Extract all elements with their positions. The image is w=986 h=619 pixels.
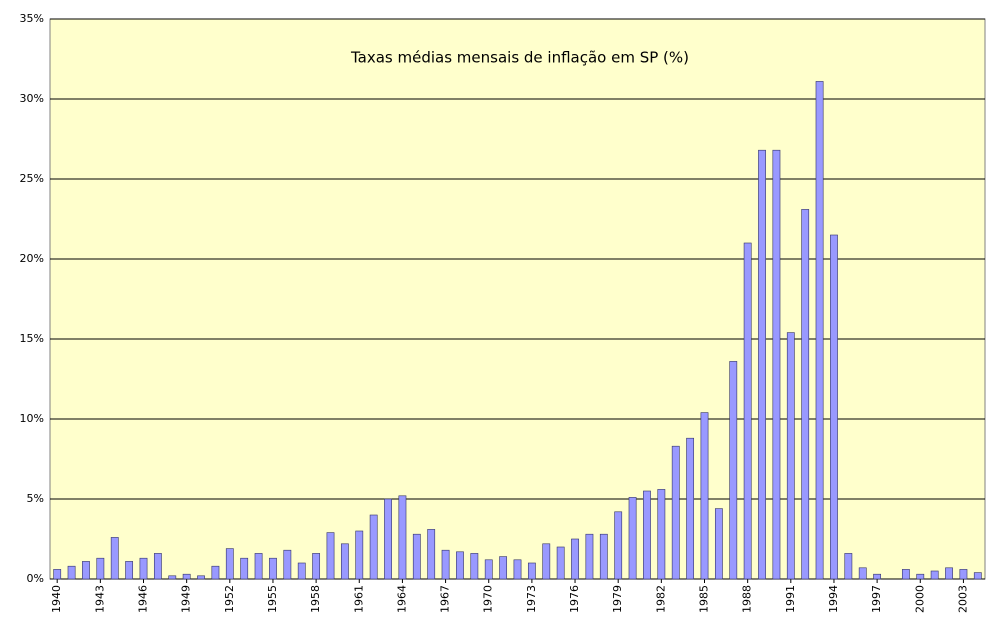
x-tick-label: 1970 [482,585,495,613]
y-tick-label: 20% [20,252,44,265]
bar [197,575,205,580]
x-tick-label: 1952 [223,585,236,613]
bar [758,149,766,580]
x-tick-label: 1994 [827,585,840,613]
bar [283,549,292,580]
bar [67,565,76,580]
x-tick-label: 1940 [50,585,63,613]
x-tick-label: 1982 [654,585,667,613]
bar [585,533,594,580]
bar [225,548,234,580]
x-tick-label: 2000 [913,585,926,613]
bar [456,551,464,580]
chart-title: Taxas médias mensais de inflação em SP (… [350,49,689,67]
bar [384,498,392,580]
bar [326,532,335,580]
y-tick-label: 35% [20,12,44,25]
x-tick-label: 1973 [525,585,538,613]
bar [830,234,838,580]
y-tick-label: 15% [20,332,44,345]
bar [901,569,910,580]
x-tick-label: 1985 [698,585,711,613]
y-tick-label: 10% [20,412,44,425]
bar [930,570,939,580]
bar [801,209,810,580]
bar [412,533,421,580]
x-tick-label: 1979 [611,585,624,613]
bar [556,546,565,580]
bar [269,557,277,580]
bar [527,562,536,580]
bar [973,572,982,580]
x-tick-label: 1943 [93,585,106,613]
bar [743,242,752,580]
bar [53,569,62,580]
y-tick-label: 0% [27,572,44,585]
bar [873,573,882,580]
y-tick-label: 30% [20,92,44,105]
x-tick-label: 1958 [309,585,322,613]
x-tick-label: 1988 [741,585,754,613]
bar [312,553,321,580]
bar [945,567,953,580]
x-tick-label: 1976 [568,585,581,613]
bar [340,543,349,580]
y-tick-label: 5% [27,492,44,505]
x-tick-label: 2003 [956,585,969,613]
bar [628,497,637,580]
bar [240,557,249,580]
bar [427,529,436,580]
bar [168,575,177,580]
bar [729,361,738,580]
bar [211,565,220,580]
bar [786,332,795,580]
x-tick-label: 1997 [870,585,883,613]
bar [355,530,364,580]
x-tick-label: 1964 [395,585,408,613]
bar [844,553,853,580]
bar [571,538,579,580]
bar [110,537,119,580]
bar [542,543,551,580]
x-tick-label: 1967 [439,585,452,613]
bar [369,514,378,580]
bar [599,533,608,580]
bar [700,412,709,580]
plot-area [49,18,986,580]
bar [959,569,968,580]
x-tick-label: 1946 [137,585,150,613]
bar [398,495,407,580]
bar [643,490,651,580]
bar [125,561,134,580]
bar [772,149,781,580]
bar [139,557,148,580]
bar [153,553,162,580]
bar [714,508,723,580]
bar [182,573,191,580]
bar [657,489,666,580]
bar [499,556,508,580]
bar [513,559,522,580]
x-tick-label: 1991 [784,585,797,613]
bar [815,81,824,580]
bar [254,553,263,580]
bar [96,557,105,580]
bar [470,553,479,580]
y-tick-label: 25% [20,172,44,185]
bar [614,511,623,580]
bar [484,559,493,580]
bar [441,549,450,580]
bar [297,562,306,580]
bar [686,437,695,580]
bar [858,567,867,580]
bar [82,561,90,580]
x-tick-label: 1949 [180,585,193,613]
x-tick-label: 1961 [352,585,365,613]
bar [916,573,925,580]
x-tick-label: 1955 [266,585,279,613]
bar [671,445,680,580]
